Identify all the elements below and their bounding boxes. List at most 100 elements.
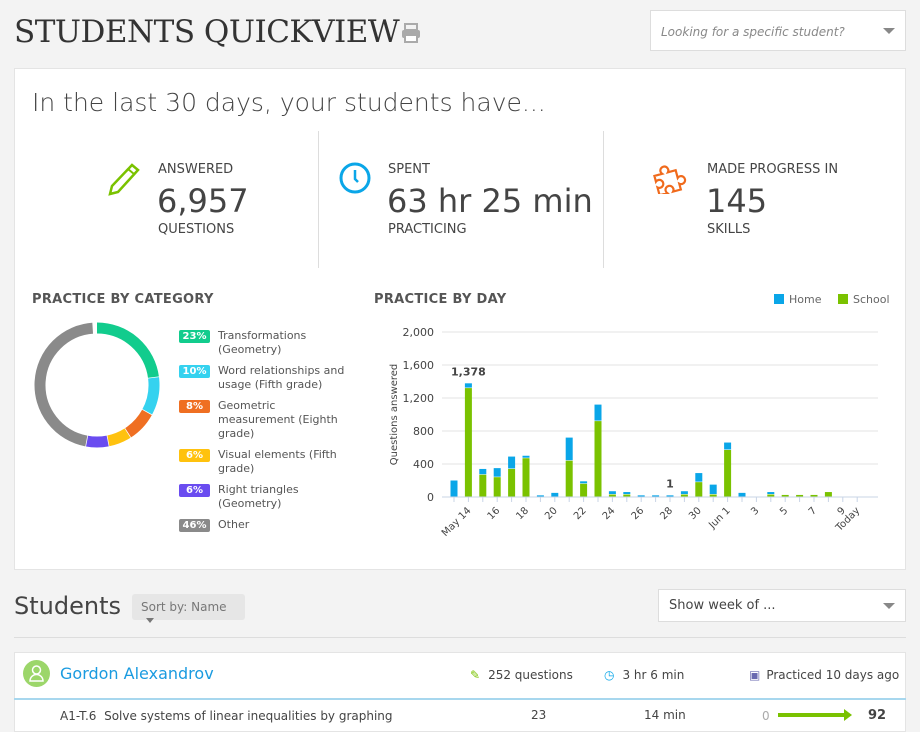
student-search-dropdown[interactable]: Looking for a specific student? bbox=[650, 10, 906, 51]
donut-slice[interactable] bbox=[124, 409, 152, 438]
clock-icon bbox=[339, 162, 371, 194]
chevron-down-icon bbox=[146, 618, 154, 623]
student-name-link[interactable]: Gordon Alexandrov bbox=[60, 664, 214, 683]
bar-school[interactable] bbox=[464, 388, 472, 497]
legend-home[interactable]: Home bbox=[774, 293, 821, 306]
x-tick-label: 5 bbox=[778, 505, 790, 517]
x-tick-label: Jun 1 bbox=[706, 505, 732, 531]
bar-home[interactable] bbox=[709, 484, 717, 495]
x-tick-label: 18 bbox=[514, 505, 531, 522]
bar-home[interactable] bbox=[493, 468, 501, 477]
sort-dropdown[interactable]: Sort by: Name bbox=[132, 594, 245, 623]
chevron-down-icon bbox=[883, 28, 895, 34]
divider bbox=[603, 131, 604, 268]
bar-home[interactable] bbox=[680, 491, 688, 495]
stat-spent-label: SPENT bbox=[388, 162, 430, 177]
page-title: STUDENTS QUICKVIEW bbox=[14, 14, 400, 50]
bar-home[interactable] bbox=[637, 495, 645, 497]
donut-slice[interactable] bbox=[34, 322, 94, 447]
practice-by-day-chart: 0 400 800 1,200 1,600 2,000 Questions answered… bbox=[389, 326, 878, 539]
bar-home[interactable] bbox=[724, 442, 732, 450]
print-icon[interactable] bbox=[400, 22, 422, 44]
category-donut-chart bbox=[34, 321, 161, 449]
bar-home[interactable] bbox=[551, 492, 559, 497]
legend-swatch bbox=[774, 294, 784, 304]
bar-school[interactable] bbox=[508, 468, 516, 497]
puzzle-icon bbox=[653, 165, 687, 194]
bar-home[interactable] bbox=[522, 455, 530, 458]
x-tick-label: 26 bbox=[630, 505, 647, 522]
sort-label: Sort by: Name bbox=[141, 600, 227, 614]
donut-slice[interactable] bbox=[96, 322, 160, 379]
divider bbox=[14, 637, 906, 638]
y-tick-label: 400 bbox=[413, 458, 434, 471]
bar-home[interactable] bbox=[608, 491, 616, 495]
slice-separator bbox=[146, 376, 161, 380]
bar-school[interactable] bbox=[623, 494, 631, 497]
bar-school[interactable] bbox=[522, 458, 530, 497]
bar-school[interactable] bbox=[724, 449, 732, 497]
skill-score-from: 0 bbox=[762, 709, 770, 723]
bar-home[interactable] bbox=[666, 495, 674, 497]
questions-text: 252 questions bbox=[488, 668, 573, 682]
bar-home[interactable] bbox=[464, 383, 472, 388]
bar-school[interactable] bbox=[767, 494, 775, 497]
bar-home[interactable] bbox=[623, 492, 631, 495]
week-dropdown[interactable]: Show week of ... bbox=[658, 589, 906, 622]
bar-school[interactable] bbox=[796, 494, 804, 497]
bar-home[interactable] bbox=[767, 492, 775, 495]
time-text: 3 hr 6 min bbox=[622, 668, 685, 682]
bar-school[interactable] bbox=[493, 477, 501, 497]
bar-home[interactable] bbox=[594, 404, 602, 421]
category-legend: 23% Transformations (Geometry) 10% Word rel… bbox=[179, 329, 348, 539]
skill-row[interactable]: A1-T.6 Solve systems of linear inequalit… bbox=[60, 709, 393, 723]
donut-slice[interactable] bbox=[85, 435, 109, 448]
bar-home[interactable] bbox=[738, 492, 746, 497]
data-label: 1,378 bbox=[451, 365, 486, 378]
chevron-down-icon bbox=[883, 603, 895, 609]
bar-school[interactable] bbox=[594, 421, 602, 497]
bar-school[interactable] bbox=[824, 492, 832, 497]
bar-school[interactable] bbox=[680, 494, 688, 497]
bar-school[interactable] bbox=[580, 483, 588, 497]
legend-school[interactable]: School bbox=[838, 293, 890, 306]
skill-code: A1-T.6 bbox=[60, 709, 97, 723]
legend-label: Visual elements (Fifth grade) bbox=[218, 448, 337, 475]
bar-school[interactable] bbox=[709, 494, 717, 497]
donut-slice[interactable] bbox=[106, 428, 131, 447]
bar-school[interactable] bbox=[810, 494, 818, 497]
legend-label: Other bbox=[218, 518, 250, 531]
summary-card bbox=[14, 68, 906, 570]
legend-label: Geometric measurement (Eighth grade) bbox=[218, 399, 338, 440]
bar-home[interactable] bbox=[536, 495, 544, 497]
bar-school[interactable] bbox=[479, 474, 487, 497]
bar-school[interactable] bbox=[695, 482, 703, 497]
donut-slice[interactable] bbox=[142, 377, 160, 416]
bar-home[interactable] bbox=[652, 495, 660, 497]
y-tick-label: 2,000 bbox=[403, 326, 435, 339]
y-tick-label: 1,600 bbox=[403, 359, 435, 372]
progress-arrow bbox=[778, 713, 844, 717]
bar-home[interactable] bbox=[508, 456, 516, 469]
stat-answered-unit: QUESTIONS bbox=[158, 222, 235, 237]
bar-school[interactable] bbox=[565, 460, 573, 497]
legend-item: 6% Visual elements (Fifth grade) bbox=[179, 448, 348, 476]
pencil-icon: ✎ bbox=[470, 668, 481, 682]
bar-home[interactable] bbox=[565, 437, 573, 461]
legend-item: 10% Word relationships and usage (Fifth g… bbox=[179, 364, 348, 392]
percent-badge: 23% bbox=[179, 330, 210, 343]
bar-home[interactable] bbox=[450, 480, 458, 497]
bar-school[interactable] bbox=[608, 494, 616, 497]
bar-home[interactable] bbox=[580, 481, 588, 484]
legend-item: 6% Right triangles (Geometry) bbox=[179, 483, 348, 511]
bar-home[interactable] bbox=[479, 468, 487, 475]
bar-home[interactable] bbox=[695, 473, 703, 482]
legend-label: Home bbox=[789, 293, 822, 306]
skill-time: 14 min bbox=[644, 708, 686, 722]
percent-badge: 46% bbox=[179, 519, 210, 532]
divider bbox=[14, 698, 906, 700]
bar-school[interactable] bbox=[781, 494, 789, 497]
student-questions: ✎ 252 questions bbox=[470, 668, 573, 682]
y-tick-label: 1,200 bbox=[403, 392, 435, 405]
x-tick-label: 30 bbox=[687, 505, 704, 522]
